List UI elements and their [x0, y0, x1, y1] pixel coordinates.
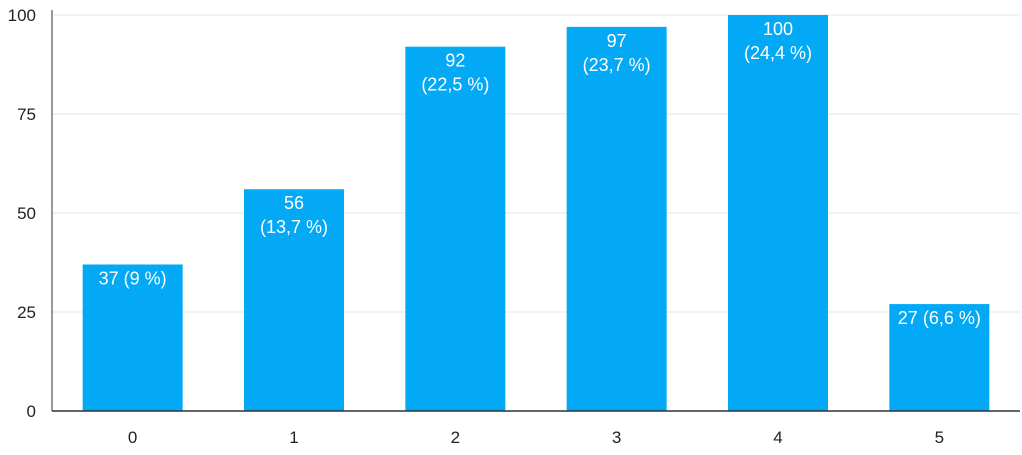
axes — [51, 10, 1020, 412]
grid-lines — [52, 14, 1020, 313]
x-tick-label: 3 — [612, 428, 621, 447]
bar — [728, 15, 828, 411]
bar-value-label: 100 — [763, 19, 793, 39]
x-tick-label: 1 — [289, 428, 298, 447]
y-tick-label: 50 — [17, 204, 36, 223]
bar-value-label: 37 (9 %) — [99, 268, 167, 288]
y-tick-label: 75 — [17, 105, 36, 124]
x-tick-label: 0 — [128, 428, 137, 447]
bar-value-label: 56 — [284, 193, 304, 213]
bars — [82, 15, 990, 412]
bar-value-label: (24,4 %) — [744, 43, 812, 63]
y-tick-label: 25 — [17, 303, 36, 322]
labels: 0 25 50 75 100 0 37 (9 %) 1 56 (13,7 %) 2 92 (22,5 %… — [8, 6, 981, 447]
x-tick-label: 4 — [773, 428, 782, 447]
y-tick-label: 100 — [8, 6, 36, 25]
bar — [566, 26, 667, 411]
bar — [244, 189, 344, 411]
bar-value-label: 27 (6,6 %) — [898, 308, 981, 328]
bar-value-label: 92 — [445, 51, 465, 71]
bar — [889, 304, 990, 411]
x-tick-label: 5 — [935, 428, 944, 447]
bar-value-label: 97 — [607, 31, 627, 51]
bar-value-label: (13,7 %) — [260, 217, 328, 237]
bar-value-label: (22,5 %) — [421, 75, 489, 95]
bar-value-label: (23,7 %) — [583, 55, 651, 75]
y-tick-label: 0 — [27, 402, 36, 421]
x-tick-label: 2 — [451, 428, 460, 447]
bar — [82, 264, 183, 411]
bar — [405, 46, 506, 412]
